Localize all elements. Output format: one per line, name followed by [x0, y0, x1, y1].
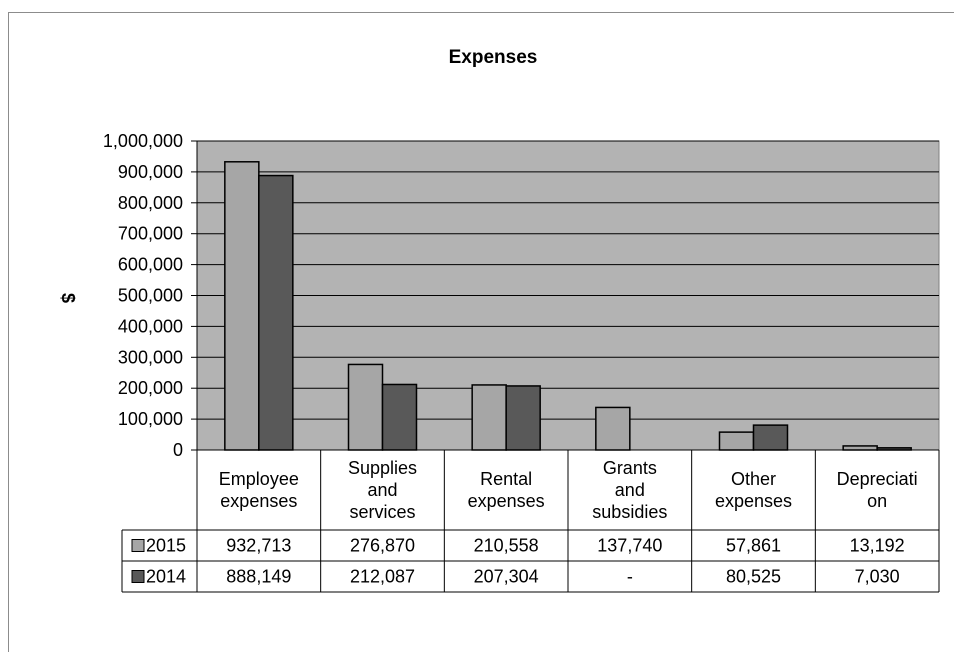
data-label-2015-3: 137,740 [597, 536, 662, 556]
bar-2015-1 [347, 363, 384, 451]
legend-key-2014 [131, 570, 145, 583]
category-label: Other expenses [715, 469, 792, 511]
bar-2015-2 [471, 384, 507, 451]
legend-label-2014: 2014 [146, 567, 186, 587]
y-tick-label: 800,000 [118, 193, 183, 213]
data-label-2015-5: 13,192 [850, 536, 905, 556]
y-tick-label: 500,000 [118, 286, 183, 306]
data-table: Employee expenses Supplies and services Renta… [121, 450, 940, 593]
bar-2014-0 [258, 174, 294, 451]
chart-frame [8, 12, 954, 652]
y-tick-label: 300,000 [118, 347, 183, 367]
data-label-2014-2: 207,304 [474, 567, 539, 587]
bar-2014-5 [876, 447, 912, 451]
data-label-2014-0: 888,149 [226, 567, 291, 587]
y-tick-label: 900,000 [118, 162, 183, 182]
data-label-2014-1: 212,087 [350, 567, 415, 587]
data-label-2015-2: 210,558 [474, 536, 539, 556]
category-label: Supplies and services [348, 458, 417, 522]
bars [224, 161, 912, 451]
bar-2015-3 [595, 406, 631, 451]
bar-2014-2 [505, 385, 541, 451]
category-label: Depreciati on [837, 469, 918, 511]
y-axis-label: $ [58, 293, 78, 303]
data-label-2014-5: 7,030 [855, 567, 900, 587]
chart-title: Expenses [449, 47, 538, 68]
data-label-2015-4: 57,861 [726, 536, 781, 556]
bar-2015-5 [842, 445, 878, 451]
y-tick-label: 600,000 [118, 255, 183, 275]
data-label-2015-1: 276,870 [350, 536, 415, 556]
y-tick-label: 700,000 [118, 224, 183, 244]
y-tick-label: 400,000 [118, 316, 183, 336]
y-tick-label: 0 [173, 440, 183, 460]
y-tick-label: 100,000 [118, 409, 183, 429]
y-tick-label: 1,000,000 [103, 131, 183, 151]
bar-2015-0 [224, 161, 260, 451]
gridlines [197, 140, 939, 420]
category-label: Grants and subsidies [592, 458, 667, 522]
legend-key-2015 [131, 539, 145, 552]
category-label: Rental expenses [468, 469, 545, 511]
y-tick-label: 200,000 [118, 378, 183, 398]
data-label-2014-3: - [627, 567, 633, 587]
legend-label-2015: 2015 [146, 536, 186, 556]
bar-2015-4 [718, 431, 755, 451]
data-label-2014-4: 80,525 [726, 567, 781, 587]
bar-2014-1 [381, 383, 418, 451]
category-label: Employee expenses [219, 469, 299, 511]
bar-2014-4 [752, 424, 789, 451]
data-label-2015-0: 932,713 [226, 536, 291, 556]
